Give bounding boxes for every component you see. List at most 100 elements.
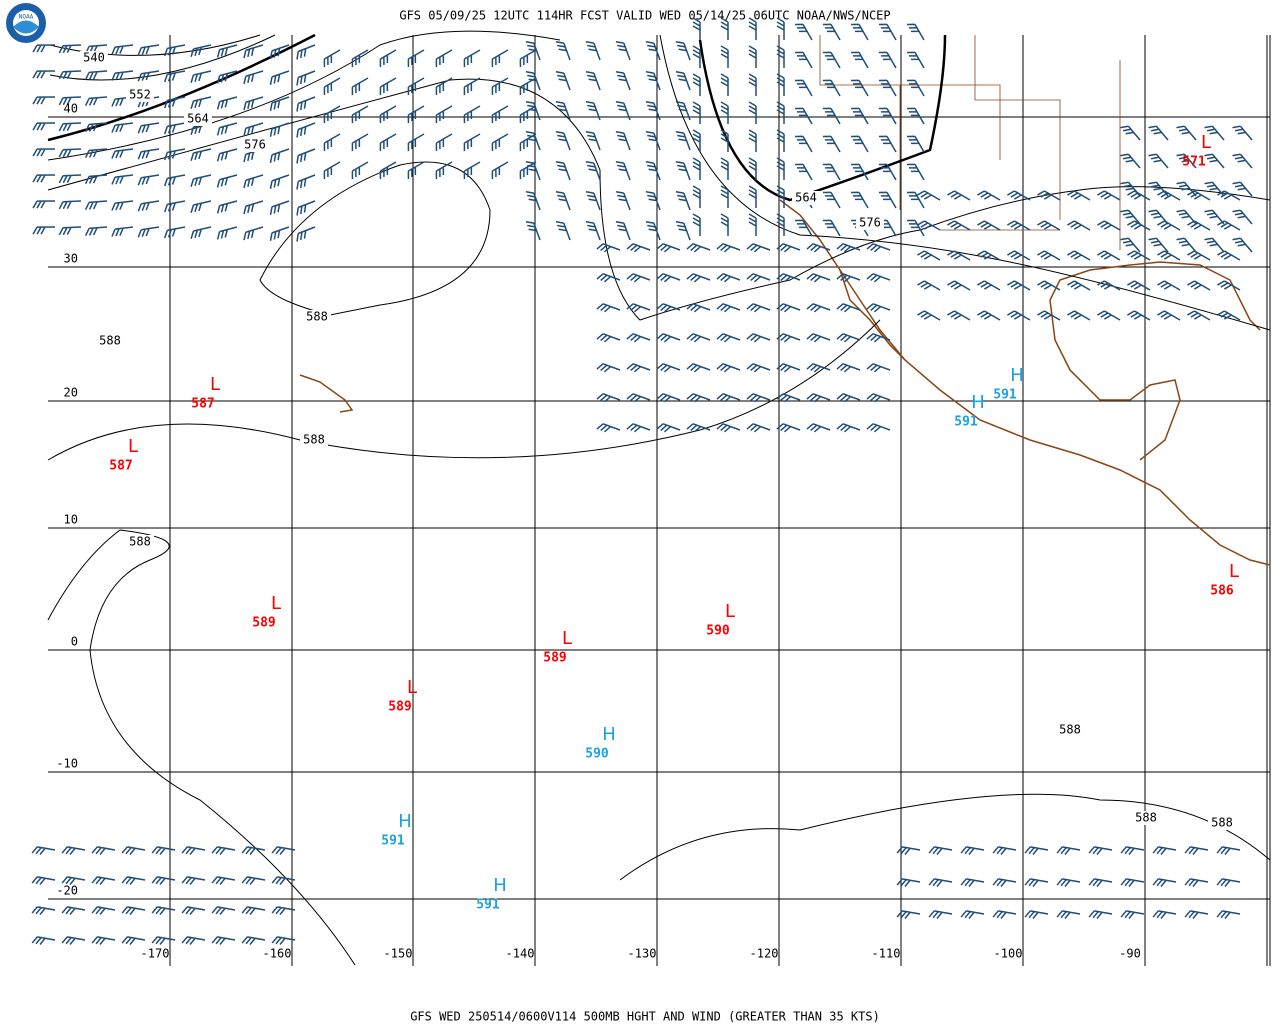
barb-shaft (656, 333, 681, 343)
wind-barb (31, 876, 56, 885)
wind-barb (615, 160, 631, 181)
wind-barb (269, 96, 290, 111)
barb-shaft (58, 70, 82, 80)
barb-shaft (776, 333, 801, 343)
barb-shaft (1216, 846, 1241, 855)
barb-shaft (111, 44, 134, 55)
wind-barb (61, 846, 86, 855)
wind-barb (211, 876, 236, 885)
wind-barb (626, 423, 651, 433)
wind-barb (776, 423, 801, 433)
barb-shaft (1120, 237, 1141, 253)
barb-shaft (84, 70, 108, 81)
contour-label-bg (80, 51, 108, 65)
wind-barb (61, 906, 86, 915)
barb-shaft (692, 101, 701, 124)
barb-shaft (243, 70, 264, 85)
barb-shaft (947, 280, 971, 291)
wind-barb (181, 936, 206, 945)
wind-barb (615, 130, 631, 151)
barb-shaft (1176, 237, 1197, 253)
barb-shaft (491, 77, 509, 96)
barb-shaft (1148, 181, 1169, 197)
wind-barb (519, 77, 537, 96)
contour-588-se (619, 793, 1271, 881)
barb-shaft (806, 333, 831, 343)
barb-shaft (626, 243, 651, 253)
pressure-center-symbol: L (128, 436, 138, 457)
barb-shaft (748, 45, 757, 68)
barb-shaft (850, 51, 869, 69)
wind-barb (32, 174, 56, 183)
wind-barb (850, 191, 869, 209)
wind-barb (491, 77, 509, 96)
wind-barb (992, 910, 1017, 919)
barb-shaft (351, 133, 369, 152)
wind-barb (1216, 878, 1241, 887)
barb-shaft (776, 73, 785, 96)
barb-shaft (746, 243, 771, 253)
wind-barb (216, 70, 238, 84)
barb-shaft (525, 100, 541, 121)
wind-barb (977, 280, 1001, 291)
barb-shaft (596, 393, 621, 403)
longitude-label: -160 (263, 947, 292, 961)
latitude-label: 0 (71, 635, 78, 649)
barb-shaft (992, 910, 1017, 919)
wind-barb (463, 133, 481, 152)
barb-shaft (992, 846, 1017, 855)
barb-shaft (211, 846, 236, 855)
wind-barb (748, 185, 757, 208)
barb-shaft (351, 49, 369, 68)
barb-shaft (626, 303, 651, 313)
wind-barb (866, 333, 891, 343)
wind-barb (720, 129, 729, 152)
barb-shaft (121, 936, 146, 945)
barb-shaft (906, 79, 925, 97)
contour-588-west (47, 529, 356, 966)
barb-shaft (163, 226, 186, 239)
wind-barb (269, 122, 290, 137)
barb-shaft (407, 161, 425, 180)
barb-shaft (906, 51, 925, 69)
wind-barb (878, 79, 897, 97)
barb-shaft (525, 70, 541, 91)
barb-shaft (1127, 250, 1151, 261)
wind-barb (776, 17, 785, 40)
barb-shaft (137, 44, 160, 56)
wind-barb (1007, 250, 1031, 261)
wind-barb (806, 273, 831, 283)
wind-barb (656, 393, 681, 403)
barb-shaft (269, 96, 290, 111)
barb-shaft (190, 44, 212, 57)
wind-barb (243, 122, 264, 137)
barb-shaft (776, 273, 801, 283)
wind-barb (269, 44, 290, 59)
barb-shaft (585, 190, 601, 211)
wind-barb (977, 250, 1001, 261)
wind-barb (32, 44, 56, 53)
wind-barb (675, 100, 691, 121)
wind-barb (1216, 910, 1241, 919)
wind-barb (435, 105, 453, 124)
barb-shaft (190, 226, 212, 239)
wind-barb (379, 77, 397, 96)
wind-barb (746, 393, 771, 403)
wind-barb (1067, 220, 1091, 231)
pressure-center-symbol: H (398, 811, 412, 832)
barb-shaft (1127, 280, 1151, 291)
wind-barb (1097, 310, 1121, 321)
wind-barb (716, 333, 741, 343)
wind-barb (241, 876, 266, 885)
wind-barb (692, 73, 701, 96)
wind-barb (1204, 181, 1225, 197)
wind-barb (626, 393, 651, 403)
wind-barb (525, 40, 541, 61)
latitude-label: 10 (64, 513, 78, 527)
wind-barb (111, 148, 134, 159)
barb-shaft (822, 219, 841, 237)
barb-shaft (626, 423, 651, 433)
contour-588 (259, 161, 491, 316)
wind-barb (656, 273, 681, 283)
wind-barb (32, 122, 56, 131)
